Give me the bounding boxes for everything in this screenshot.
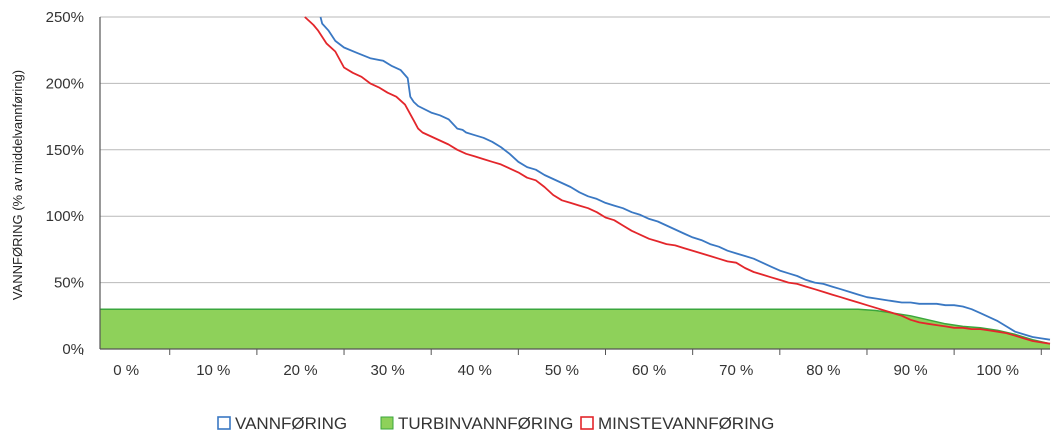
turbine-flow-area bbox=[100, 308, 1051, 349]
x-tick-label-30: 30 % bbox=[371, 362, 405, 379]
y-axis-title: VANNFØRING (% av middelvannføring) bbox=[10, 70, 25, 300]
x-tick-label-70: 70 % bbox=[719, 362, 753, 379]
legend-minstevannforing-swatch bbox=[580, 416, 594, 430]
legend-minstevannforing-label: MINSTEVANNFØRING bbox=[598, 414, 774, 433]
x-tick-label-40: 40 % bbox=[458, 362, 492, 379]
y-tick-label-0: 0% bbox=[62, 341, 84, 358]
x-tick-label-0: 0 % bbox=[113, 362, 139, 379]
legend-turbinvannforing-label: TURBINVANNFØRING bbox=[398, 414, 573, 433]
x-tick-labels: 0 % 10 % 20 % 30 % 40 % 50 % 60 % 70 % 80 % 90 % 1… bbox=[113, 362, 1019, 379]
x-tick-label-20: 20 % bbox=[283, 362, 317, 379]
axes bbox=[82, 17, 1050, 355]
series-area-turbinvannforing bbox=[100, 309, 1050, 349]
x-tick-label-50: 50 % bbox=[545, 362, 579, 379]
x-tick-label-60: 60 % bbox=[632, 362, 666, 379]
y-tick-label-150: 150% bbox=[46, 142, 84, 159]
y-tick-label-250: 250% bbox=[46, 9, 84, 26]
y-tick-label-50: 50% bbox=[54, 275, 84, 292]
legend-vannforing-label: VANNFØRING bbox=[235, 414, 347, 433]
x-tick-label-90: 90 % bbox=[893, 362, 927, 379]
legend-vannforing-swatch bbox=[217, 416, 231, 430]
legend-turbinvannforing-swatch bbox=[380, 416, 394, 430]
gridlines bbox=[100, 16, 1050, 284]
series-lines bbox=[304, 16, 1051, 345]
x-tick-label-80: 80 % bbox=[806, 362, 840, 379]
x-tick-label-10: 10 % bbox=[196, 362, 230, 379]
legend: VANNFØRING TURBINVANNFØRING MINSTEVANNFØRI… bbox=[217, 414, 774, 433]
y-tick-label-100: 100% bbox=[46, 208, 84, 225]
series-line-minstevannforing bbox=[304, 16, 1051, 345]
y-tick-label-200: 200% bbox=[46, 75, 84, 92]
y-tick-labels: 0% 50% 100% 150% 200% 250% bbox=[46, 9, 84, 358]
series-area-edge-turbinvannforing bbox=[100, 308, 1051, 345]
x-tick-label-100: 100 % bbox=[976, 362, 1019, 379]
series-line-vannforing bbox=[319, 16, 1051, 341]
